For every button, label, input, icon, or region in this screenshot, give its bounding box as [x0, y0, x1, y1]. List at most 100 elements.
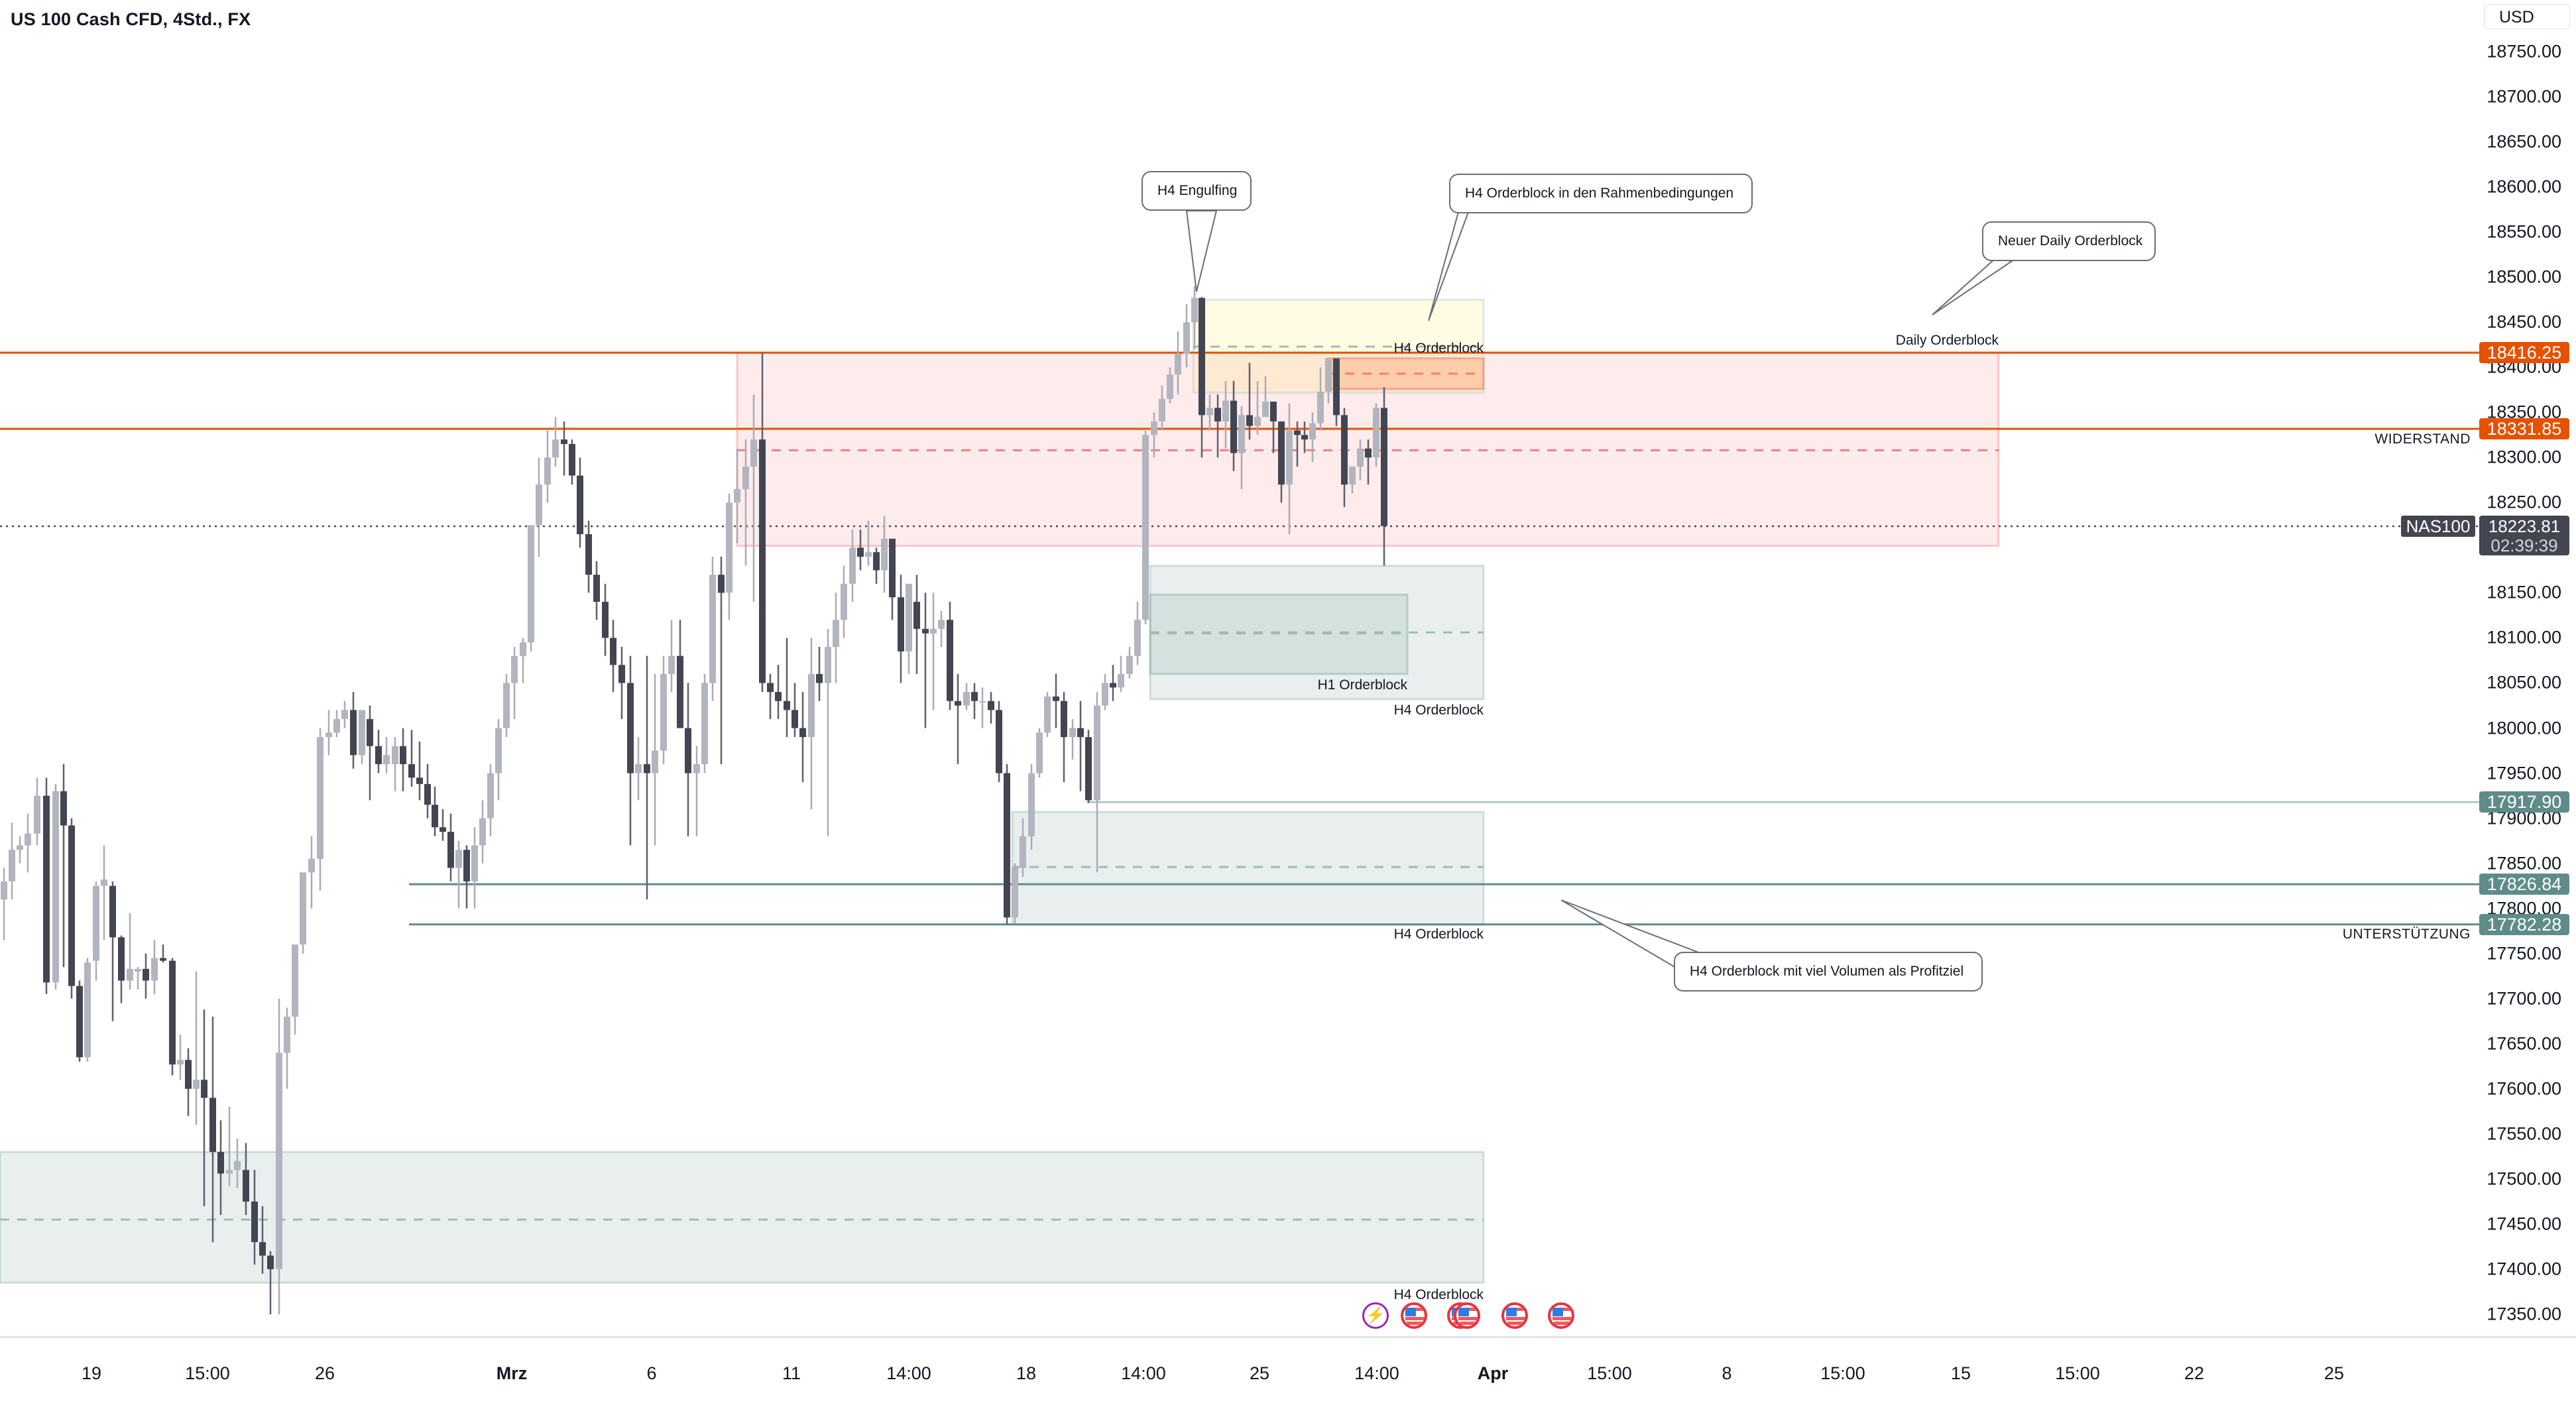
candle [160, 944, 166, 963]
time-tick-label: 25 [2323, 1363, 2345, 1383]
candle-body [308, 858, 315, 873]
candle [1373, 403, 1379, 467]
candle [17, 836, 23, 864]
chart-plot-area[interactable] [0, 0, 2479, 1336]
candle-body [930, 628, 937, 634]
bar-countdown: 02:39:39 [2490, 535, 2558, 555]
candle [1254, 380, 1261, 435]
candle-body [1, 881, 7, 900]
price-axis[interactable]: 18750.00 18700.00 18650.00 18600.00 18550.00… [2479, 0, 2576, 1336]
candle [1077, 701, 1084, 791]
candle-body [1012, 868, 1018, 918]
flag-stripe [1506, 1317, 1525, 1320]
candle [767, 673, 774, 719]
candle [101, 845, 107, 940]
candle-body [1238, 415, 1245, 453]
time-axis[interactable]: 19 15:00 26 Mrz 6 11 14:00 18 14:00 25 14:00 Apr 15:… [0, 1336, 2576, 1419]
candle [577, 457, 583, 548]
candle [1118, 655, 1124, 693]
candle-body [906, 583, 912, 652]
price-level-badge: 17826.84 [2479, 874, 2569, 895]
currency-button[interactable]: USD [2484, 4, 2570, 29]
candle-body [333, 718, 340, 733]
candle [938, 610, 945, 648]
price-tick-label: 18750.00 [2487, 41, 2561, 62]
candle-body [593, 575, 600, 602]
candle [25, 813, 31, 873]
callout-annotation[interactable]: Neuer Daily Orderblock [1982, 221, 2156, 261]
candle [1246, 363, 1253, 440]
candle-body [1373, 408, 1379, 458]
candle-body [1349, 466, 1356, 485]
candle [84, 958, 91, 1062]
candle [750, 394, 757, 602]
candle-body [742, 466, 749, 489]
candle-body [1341, 415, 1348, 485]
time-tick-label: 25 [1249, 1363, 1270, 1383]
candle-body [808, 673, 815, 738]
candle-body [151, 958, 158, 981]
candle-body [1077, 728, 1084, 738]
callout-annotation[interactable]: H4 Orderblock in den Rahmenbedingungen [1449, 174, 1753, 213]
candle-body [898, 597, 904, 652]
candle [1102, 673, 1108, 710]
time-tick-label: 26 [314, 1363, 335, 1383]
us-flag-event-icon[interactable] [1548, 1302, 1574, 1329]
candle [1069, 718, 1076, 760]
candle [432, 786, 438, 836]
candle-body [68, 825, 75, 986]
candle [841, 565, 847, 638]
candle [947, 602, 953, 710]
candle [1036, 728, 1043, 778]
candle [922, 593, 929, 728]
candle-body [1222, 400, 1229, 422]
lightning-event-icon[interactable]: ⚡ [1362, 1302, 1389, 1329]
callout-annotation[interactable]: H4 Orderblock mit viel Volumen als Profi… [1674, 952, 1983, 992]
candle [234, 1138, 241, 1188]
candle-body [471, 845, 478, 881]
candle [1044, 692, 1051, 738]
price-tick-label: 17950.00 [2487, 763, 2561, 783]
candle [177, 1035, 184, 1080]
flag-stripe [1405, 1317, 1425, 1320]
time-tick-label: 15 [1950, 1363, 1971, 1383]
candle [1294, 421, 1301, 467]
time-tick-label: 15:00 [1820, 1363, 1865, 1383]
us-flag-event-icon[interactable] [1401, 1302, 1427, 1329]
callout-pointer [1185, 210, 1218, 292]
candle [1151, 412, 1157, 458]
candle-body [520, 642, 526, 656]
candle-body [1102, 683, 1108, 706]
candle-body [1262, 401, 1269, 418]
candle [60, 764, 67, 968]
candle-body [1159, 398, 1165, 422]
callout-annotation[interactable]: H4 Engulfing [1142, 171, 1252, 211]
candle [544, 430, 551, 503]
us-flag-event-icon[interactable] [1454, 1302, 1480, 1329]
candle [511, 647, 518, 719]
candle-body [759, 439, 766, 683]
candle-body [25, 833, 31, 846]
symbol-badge: NAS100 [2401, 515, 2475, 537]
candle-body [479, 818, 486, 846]
candle-body [938, 620, 945, 629]
candle-body [791, 710, 798, 728]
candle-body [1325, 358, 1332, 392]
candle [169, 958, 176, 1076]
candle [1061, 692, 1067, 783]
us-flag-event-icon[interactable] [1501, 1302, 1528, 1329]
candle [217, 1120, 224, 1216]
candle [259, 1206, 266, 1274]
candle [1183, 304, 1190, 368]
candle-body [1061, 701, 1067, 738]
candle [1238, 406, 1245, 489]
candle-body [750, 439, 757, 467]
flag-stripe [1458, 1317, 1478, 1320]
candle [52, 783, 59, 990]
flag-stripe [1517, 1308, 1525, 1311]
price-tick-label: 17850.00 [2487, 853, 2561, 874]
flag-stripe [1469, 1308, 1478, 1311]
price-tick-label: 18100.00 [2487, 627, 2561, 648]
candle-body [160, 958, 166, 961]
candle [9, 823, 15, 900]
